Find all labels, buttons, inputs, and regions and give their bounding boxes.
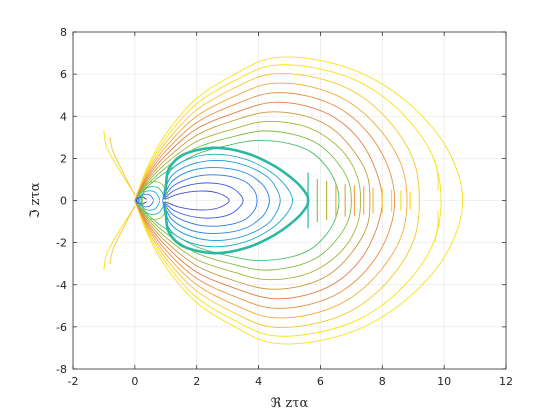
contour-line-outer [134, 120, 362, 281]
contour-line-highlight [164, 146, 310, 255]
x-tick-label: 8 [379, 375, 386, 388]
x-tick-label: 10 [437, 375, 451, 388]
y-tick-label: -6 [56, 321, 67, 334]
contour-line-outer [134, 64, 442, 337]
contour-line-outer [134, 56, 464, 345]
contour-line-wing [109, 136, 136, 196]
contour-line-inner [162, 182, 244, 219]
x-tick-label: 2 [193, 375, 200, 388]
center-dot-marker [147, 199, 151, 202]
y-tick-label: 0 [60, 195, 67, 208]
contour-line-outer [134, 140, 340, 261]
center-dot-marker [156, 199, 160, 202]
y-axis-label: ℑ zτα [28, 182, 43, 218]
contour-line-wing [103, 206, 136, 271]
contour-line-arc [434, 160, 439, 191]
contour-line-lobe [139, 190, 161, 211]
contour-line-inner [162, 167, 270, 234]
x-axis-label: ℜ zτα [271, 396, 309, 411]
x-tick-label: 4 [255, 375, 262, 388]
tick-labels: -2 0 2 4 6 8 10 12 -8 -6 -4 -2 0 2 4 6 8 [56, 26, 513, 388]
y-tick-label: 2 [60, 152, 67, 165]
center-dot-marker [162, 199, 166, 202]
x-tick-label: -2 [68, 375, 79, 388]
y-tick-label: 8 [60, 26, 67, 39]
contour-line-outer [134, 92, 396, 309]
y-tick-label: 6 [60, 68, 67, 81]
center-dot-marker [150, 199, 154, 202]
y-tick-label: -8 [56, 363, 67, 376]
center-dot-marker [159, 199, 163, 202]
contour-line-inner [162, 174, 258, 227]
plot-area [103, 56, 464, 345]
contour-line-inner [162, 160, 281, 241]
contour-line-arc [434, 210, 439, 241]
center-dot-marker [153, 199, 157, 202]
contour-line-wing [103, 130, 136, 195]
center-dot-marker [144, 199, 147, 202]
x-tick-label: 6 [317, 375, 324, 388]
center-dot-marker [166, 199, 169, 202]
tick-marks [72, 31, 507, 370]
contour-line-outer [134, 130, 352, 271]
contour-line-inner [162, 153, 294, 248]
x-tick-label: 0 [131, 375, 138, 388]
y-tick-label: -4 [56, 279, 67, 292]
contour-line-outer [134, 82, 408, 319]
contour-line-wing [109, 205, 136, 265]
y-tick-label: -2 [56, 237, 67, 250]
contour-line-outer [134, 111, 371, 290]
x-tick-label: 12 [499, 375, 513, 388]
y-tick-label: 4 [60, 110, 67, 123]
contour-line-inner [162, 190, 230, 211]
